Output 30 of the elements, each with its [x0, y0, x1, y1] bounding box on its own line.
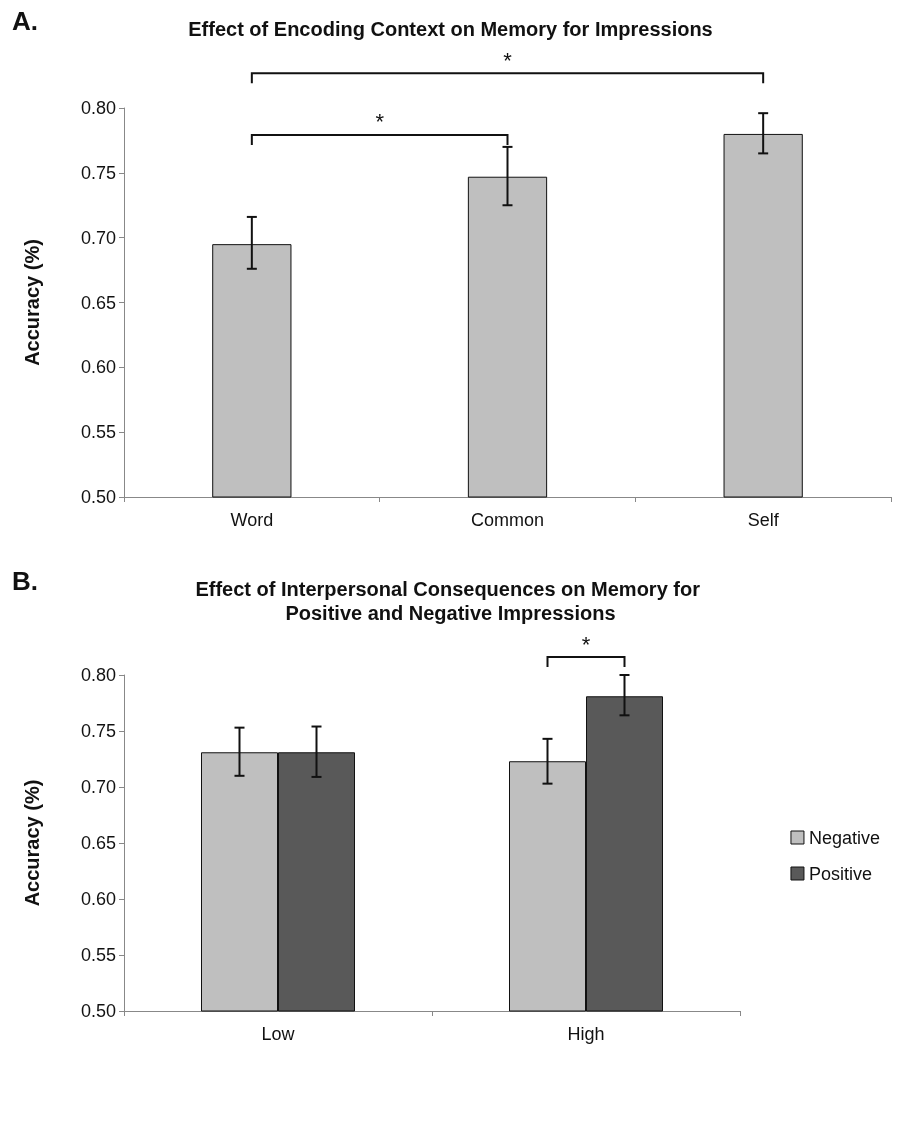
text: A.	[12, 6, 38, 36]
chart-title: Effect of Encoding Context on Memory for Impressions	[188, 18, 713, 40]
annotation: *	[375, 109, 385, 135]
y-tick-label: 0.50	[80, 487, 116, 507]
y-tick-label: 0.65	[80, 292, 116, 313]
y-tick-label: 0.55	[80, 945, 116, 965]
y-tick-label: 0.65	[80, 833, 116, 853]
x-tick-label: Low	[261, 1024, 296, 1044]
y-tick-label: 0.60	[80, 357, 116, 378]
y-tick-label: 0.80	[80, 98, 116, 118]
text: B.	[12, 566, 38, 596]
y-tick-label: 0.80	[80, 665, 116, 685]
x-tick-label: High	[567, 1024, 605, 1044]
y-axis-title: Accuracy (%)	[21, 779, 43, 907]
x-tick-label: Common	[470, 510, 545, 530]
y-tick-label: 0.60	[80, 889, 116, 909]
y-tick-label: 0.75	[80, 162, 116, 183]
y-tick-label: 0.50	[80, 1001, 116, 1021]
text: *	[581, 631, 591, 657]
chart-title: Effect of Interpersonal Consequences on Memory for Positive and Negative Impressions	[195, 578, 706, 624]
legend-label: Negative	[808, 827, 880, 848]
y-tick-label: 0.75	[80, 721, 116, 741]
legend-label: Positive	[808, 863, 872, 884]
y-tick-label: 0.55	[80, 422, 116, 443]
y-tick-label: 0.70	[80, 227, 116, 248]
y-tick-label: 0.70	[80, 777, 116, 797]
x-tick-label: Self	[747, 510, 780, 530]
y-axis-title: Accuracy (%)	[21, 239, 43, 366]
x-tick-label: Word	[230, 510, 274, 530]
text: *	[503, 47, 513, 73]
